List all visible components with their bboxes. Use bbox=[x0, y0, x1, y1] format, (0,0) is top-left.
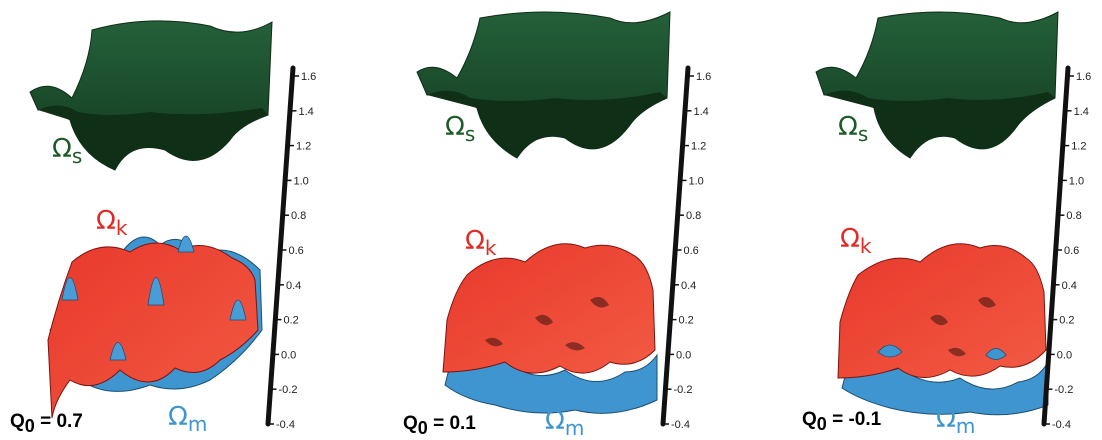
omega-k-label: Ωk bbox=[465, 226, 497, 260]
axis-tick-label: -0.4 bbox=[1052, 419, 1071, 431]
axis-tick-label: -0.2 bbox=[1054, 384, 1073, 396]
panel-q0-0.1: 1.6 1.4 1.2 1.0 0.8 0.6 0.4 0.2 0.0 -0.2 -0.4 Ωs Ω… bbox=[395, 0, 762, 440]
surface-plot-1: 1.6 1.4 1.2 1.0 0.8 0.6 0.4 0.2 0.0 -0.2 -0.4 bbox=[29, 20, 316, 431]
omega-s-fold bbox=[38, 105, 268, 170]
axis-tick-label: 0.0 bbox=[1057, 349, 1072, 361]
axis-tick-label: -0.4 bbox=[671, 419, 690, 431]
omega-s-label: Ωs bbox=[445, 112, 476, 146]
omega-s-label: Ωs bbox=[52, 134, 83, 168]
axis-tick-label: 0.6 bbox=[289, 245, 304, 257]
axis-tick-label: 1.0 bbox=[1069, 175, 1084, 187]
axis-tick-label: 0.4 bbox=[1062, 280, 1077, 292]
axis-tick-label: 0.8 bbox=[1066, 210, 1081, 222]
axis-tick-label: 0.4 bbox=[286, 280, 301, 292]
axis-tick-label: 1.0 bbox=[689, 175, 704, 187]
omega-m-label: Ωm bbox=[545, 406, 585, 440]
omega-s-label: Ωs bbox=[838, 112, 869, 146]
axis-tick-label: 0.0 bbox=[676, 349, 691, 361]
axis-tick-label: -0.4 bbox=[276, 419, 295, 431]
omega-m-bubbles bbox=[877, 344, 1007, 360]
z-axis bbox=[660, 65, 691, 427]
omega-k-surface bbox=[442, 243, 656, 374]
axis-ticks: 1.6 1.4 1.2 1.0 0.8 0.6 0.4 0.2 0.0 -0.2 -0.4 bbox=[268, 71, 316, 431]
omega-k-saddles bbox=[485, 296, 609, 351]
q0-label: Q0 = -0.1 bbox=[802, 409, 882, 434]
omega-m-label: Ωm bbox=[936, 404, 976, 438]
axis-tick-label: 0.4 bbox=[681, 280, 696, 292]
surface-plot-2: 1.6 1.4 1.2 1.0 0.8 0.6 0.4 0.2 0.0 -0.2 -0.4 bbox=[416, 11, 711, 431]
panel-q0-0.7: 1.6 1.4 1.2 1.0 0.8 0.6 0.4 0.2 0.0 -0.2 -0.4 Ωs Ω… bbox=[0, 0, 367, 436]
axis-tick-label: 0.6 bbox=[684, 245, 699, 257]
omega-s-fold bbox=[427, 90, 667, 158]
axis-tick-label: 0.8 bbox=[686, 210, 701, 222]
z-axis bbox=[1041, 65, 1071, 427]
axis-tick-label: 1.2 bbox=[691, 141, 706, 153]
q0-label: Q0 = 0.1 bbox=[403, 413, 476, 438]
axis-tick-label: 0.2 bbox=[1059, 315, 1074, 327]
axis-tick-label: 1.6 bbox=[301, 71, 316, 83]
omega-k-surface bbox=[837, 243, 1047, 379]
omega-k-label: Ωk bbox=[840, 224, 872, 258]
axis-ticks: 1.6 1.4 1.2 1.0 0.8 0.6 0.4 0.2 0.0 -0.2 -0.4 bbox=[663, 71, 711, 431]
omega-k-surface bbox=[47, 242, 259, 419]
omega-m-peaks bbox=[61, 235, 247, 361]
axis-tick-label: -0.2 bbox=[279, 384, 298, 396]
omega-s-fold bbox=[824, 90, 1055, 158]
surface-plot-3: 1.6 1.4 1.2 1.0 0.8 0.6 0.4 0.2 0.0 -0.2 -0.4 bbox=[815, 11, 1091, 431]
axis-tick-label: 1.4 bbox=[694, 106, 709, 118]
axis-tick-label: -0.2 bbox=[674, 384, 693, 396]
axis-tick-label: 1.2 bbox=[1071, 141, 1086, 153]
omega-k-saddles bbox=[930, 296, 996, 357]
omega-m-label: Ωm bbox=[168, 402, 208, 436]
axis-tick-label: 0.2 bbox=[679, 315, 694, 327]
axis-tick-label: 1.0 bbox=[294, 175, 309, 187]
z-axis bbox=[265, 65, 296, 427]
panel-q0-neg0.1: 1.6 1.4 1.2 1.0 0.8 0.6 0.4 0.2 0.0 -0.2 -0.4 Ωs Ω… bbox=[790, 0, 1102, 436]
axis-tick-label: 1.6 bbox=[696, 71, 711, 83]
axis-tick-label: 1.2 bbox=[296, 141, 311, 153]
axis-ticks: 1.6 1.4 1.2 1.0 0.8 0.6 0.4 0.2 0.0 -0.2 -0.4 bbox=[1044, 71, 1091, 431]
q0-label: Q0 = 0.7 bbox=[10, 411, 83, 436]
axis-tick-label: 0.2 bbox=[284, 315, 299, 327]
axis-tick-label: 1.4 bbox=[1074, 106, 1089, 118]
axis-tick-label: 0.0 bbox=[281, 349, 296, 361]
axis-tick-label: 0.6 bbox=[1064, 245, 1079, 257]
omega-k-label: Ωk bbox=[96, 206, 128, 240]
axis-tick-label: 1.6 bbox=[1076, 71, 1091, 83]
axis-tick-label: 1.4 bbox=[299, 106, 314, 118]
axis-tick-label: 0.8 bbox=[291, 210, 306, 222]
